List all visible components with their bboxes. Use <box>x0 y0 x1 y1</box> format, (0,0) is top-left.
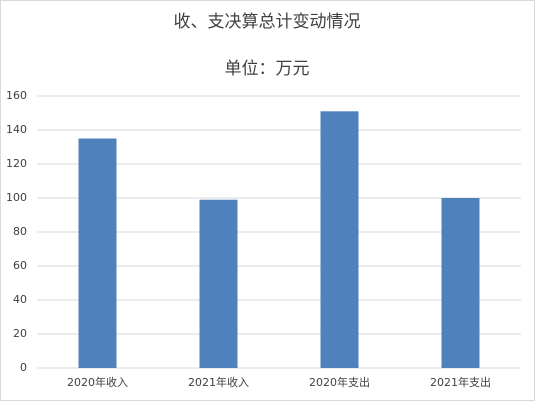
x-tick-label: 2021年支出 <box>430 375 491 389</box>
y-tick-label: 80 <box>13 225 27 238</box>
bar <box>441 198 480 368</box>
y-tick-label: 40 <box>13 293 27 306</box>
bar <box>320 111 359 369</box>
y-tick-label: 160 <box>6 89 27 102</box>
y-tick-label: 20 <box>13 327 27 340</box>
bar <box>78 138 117 368</box>
y-tick-label: 100 <box>6 191 27 204</box>
y-tick-label: 60 <box>13 259 27 272</box>
y-tick-label: 0 <box>20 361 27 374</box>
x-tick-label: 2021年收入 <box>188 375 249 389</box>
chart-title: 收、支决算总计变动情况 <box>174 12 361 32</box>
x-tick-label: 2020年支出 <box>309 375 370 389</box>
chart-subtitle: 单位：万元 <box>225 59 310 79</box>
x-tick-label: 2020年收入 <box>67 375 128 389</box>
bar <box>199 199 238 368</box>
y-tick-label: 120 <box>6 157 27 170</box>
y-tick-label: 140 <box>6 123 27 136</box>
